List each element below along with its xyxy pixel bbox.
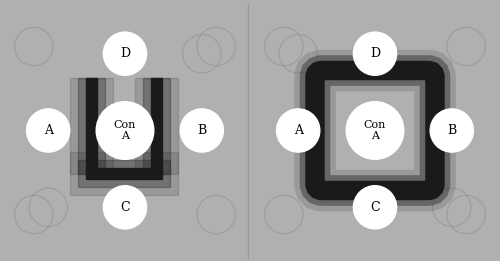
Circle shape [354, 32, 397, 75]
Circle shape [104, 186, 146, 229]
Circle shape [26, 109, 70, 152]
Text: D: D [120, 47, 130, 60]
Text: B: B [447, 124, 456, 137]
Circle shape [430, 109, 474, 152]
Circle shape [354, 186, 397, 229]
Bar [70, 152, 178, 195]
Bar [142, 78, 170, 174]
Bar [86, 168, 162, 179]
Text: Con
A: Con A [364, 120, 386, 141]
Bar [134, 78, 178, 174]
Circle shape [276, 109, 320, 152]
Circle shape [346, 102, 404, 159]
Circle shape [104, 32, 146, 75]
Text: Con
A: Con A [114, 120, 136, 141]
Text: A: A [294, 124, 302, 137]
Bar [78, 78, 105, 174]
Bar [78, 160, 170, 187]
Bar [86, 78, 97, 174]
Circle shape [96, 102, 154, 159]
Text: C: C [370, 201, 380, 214]
Circle shape [180, 109, 224, 152]
Text: D: D [370, 47, 380, 60]
Text: B: B [197, 124, 206, 137]
Bar [151, 78, 162, 174]
Text: A: A [44, 124, 52, 137]
Text: C: C [120, 201, 130, 214]
Bar [70, 78, 113, 174]
